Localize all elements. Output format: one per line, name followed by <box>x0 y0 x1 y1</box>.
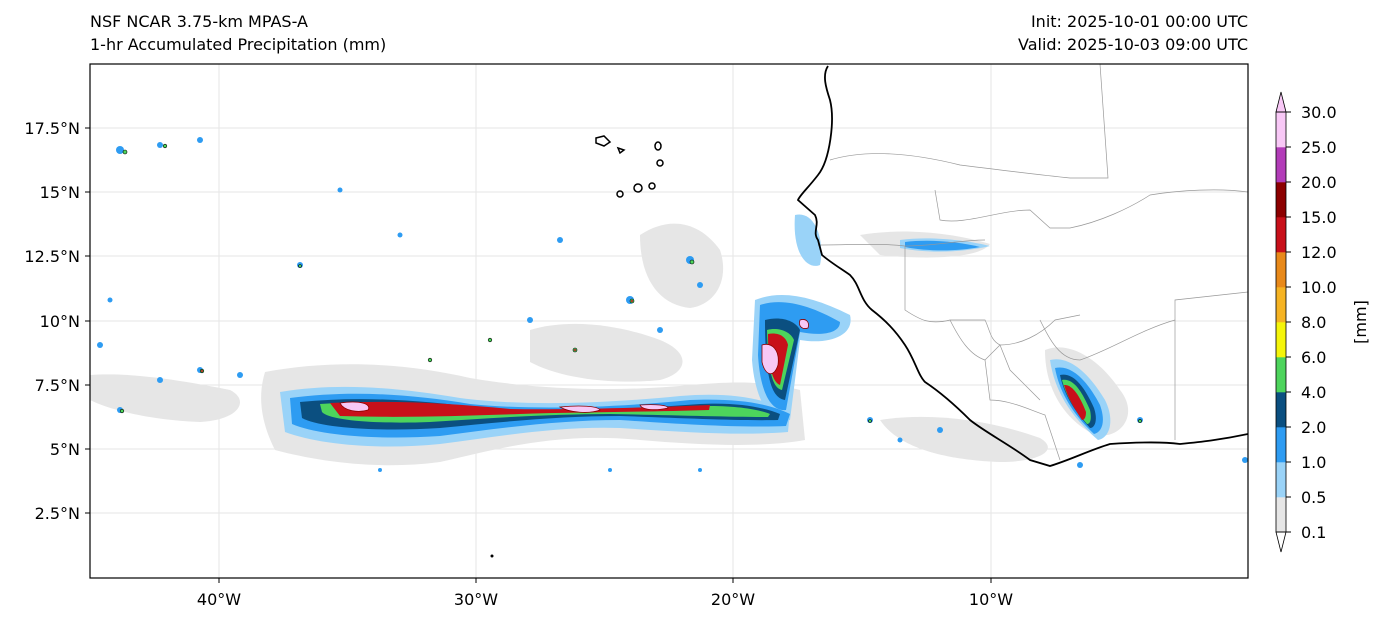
field-title: 1-hr Accumulated Precipitation (mm) <box>90 35 387 54</box>
convective-cells <box>97 137 1248 472</box>
colorbar-level-label: 25.0 <box>1301 138 1337 157</box>
colorbar-level-label: 10.0 <box>1301 278 1337 297</box>
colorbar-segment <box>1276 147 1286 183</box>
lat-label: 15°N <box>40 183 80 202</box>
colorbar-level-label: 20.0 <box>1301 173 1337 192</box>
colorbar-level-label: 0.5 <box>1301 488 1326 507</box>
coastline <box>796 65 1248 467</box>
colorbar-max-extend <box>1275 91 1287 113</box>
lat-label: 12.5°N <box>24 247 80 266</box>
lon-label: 30°W <box>454 590 498 609</box>
colorbar-level-label: 2.0 <box>1301 418 1326 437</box>
lon-label: 20°W <box>711 590 755 609</box>
colorbar-level-label: 0.1 <box>1301 523 1326 542</box>
cape-verde-islands <box>595 135 664 198</box>
colorbar-segment <box>1276 112 1286 148</box>
colorbar-segment <box>1276 427 1286 463</box>
colorbar-segment <box>1276 287 1286 323</box>
model-title: NSF NCAR 3.75-km MPAS-A <box>90 12 308 31</box>
lat-label: 17.5°N <box>24 119 80 138</box>
colorbar-level-label: 1.0 <box>1301 453 1326 472</box>
lat-label: 10°N <box>40 312 80 331</box>
precip-30-areas <box>339 319 809 413</box>
colorbar-segment <box>1276 322 1286 358</box>
colorbar: 0.1 0.5 1.0 2.0 4.0 6.0 8.0 10.0 12.0 15.0 20.0 25.… <box>1275 91 1337 553</box>
lon-label: 40°W <box>197 590 241 609</box>
country-borders <box>817 64 1248 461</box>
lat-label: 7.5°N <box>35 376 80 395</box>
lat-label: 2.5°N <box>35 504 80 523</box>
valid-time: Valid: 2025-10-03 09:00 UTC <box>1017 35 1248 54</box>
colorbar-unit-label: [mm] <box>1351 300 1370 344</box>
colorbar-level-label: 12.0 <box>1301 243 1337 262</box>
colorbar-segment <box>1276 357 1286 393</box>
colorbar-level-label: 30.0 <box>1301 103 1337 122</box>
colorbar-segment <box>1276 462 1286 498</box>
colorbar-segment <box>1276 182 1286 218</box>
lon-label: 10°W <box>969 590 1013 609</box>
colorbar-level-label: 4.0 <box>1301 383 1326 402</box>
island-dot <box>490 554 494 558</box>
colorbar-min-extend <box>1275 531 1287 553</box>
init-time: Init: 2025-10-01 00:00 UTC <box>1030 12 1248 31</box>
lat-tick-marks <box>85 127 90 514</box>
colorbar-segment <box>1276 497 1286 533</box>
lat-label: 5°N <box>50 440 80 459</box>
colorbar-level-label: 6.0 <box>1301 348 1326 367</box>
colorbar-level-label: 8.0 <box>1301 313 1326 332</box>
colorbar-level-label: 15.0 <box>1301 208 1337 227</box>
colorbar-segment <box>1276 392 1286 428</box>
lon-tick-marks <box>218 578 992 583</box>
colorbar-segment <box>1276 217 1286 253</box>
colorbar-segment <box>1276 252 1286 288</box>
